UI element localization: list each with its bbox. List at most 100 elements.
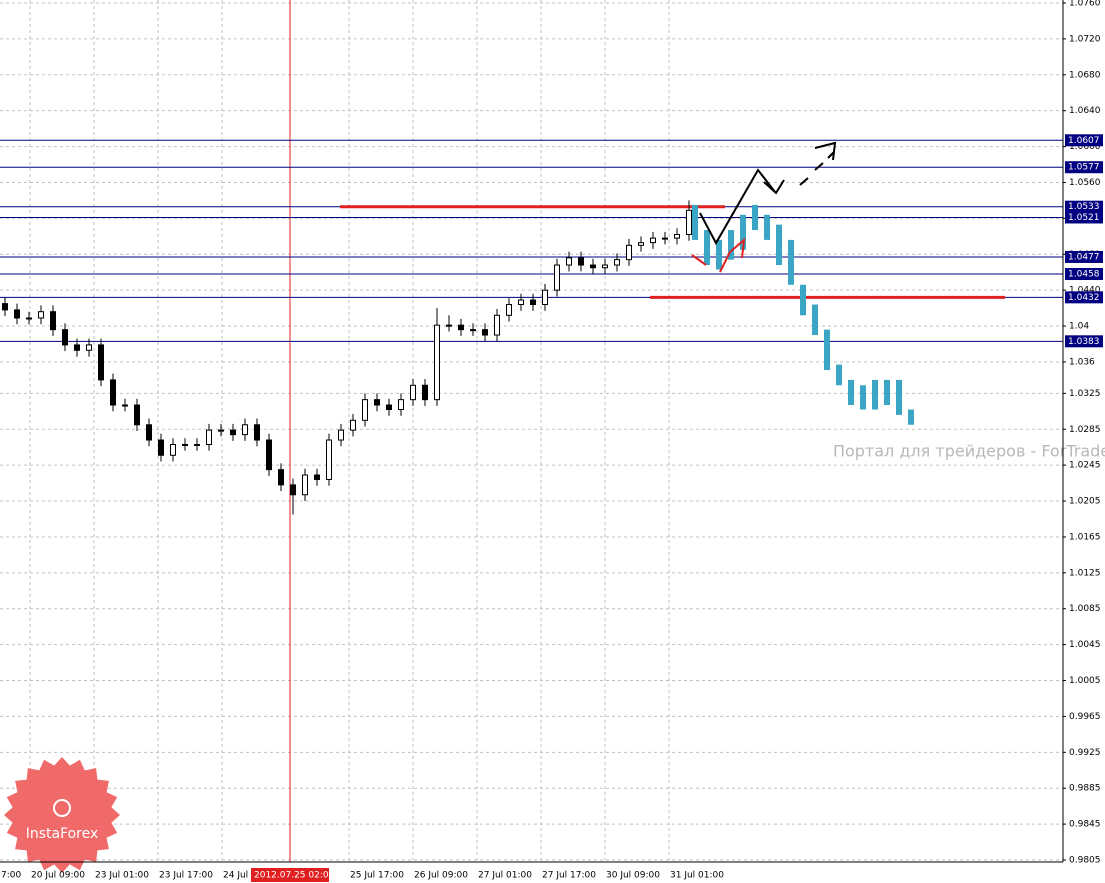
level-label: 1.0607: [1068, 136, 1100, 146]
level-label-box: [1065, 134, 1103, 147]
forecast-bar: [860, 385, 866, 410]
candle-body: [242, 424, 248, 436]
candle-body: [398, 399, 404, 411]
candle-body: [446, 324, 452, 327]
forecast-bar: [896, 379, 902, 415]
arrow-head: [814, 141, 837, 161]
y-tick-label: 0.9845: [1069, 820, 1101, 830]
y-tick-label: 1.0165: [1069, 532, 1101, 542]
forecast-bar: [812, 304, 818, 336]
candle-body: [26, 317, 32, 320]
x-tick-label: 30 Jul 09:00: [606, 871, 660, 881]
candle-body: [494, 314, 500, 336]
candle-body: [674, 234, 680, 239]
y-tick-label: 1.0245: [1069, 461, 1101, 471]
candle-body: [146, 424, 152, 441]
candle-body: [350, 419, 356, 431]
candle-body: [14, 309, 20, 319]
forecast-bar: [740, 214, 746, 250]
candle-body: [554, 264, 560, 291]
forecast-bar: [752, 204, 758, 231]
marks: [0, 139, 1063, 515]
candle-body: [98, 344, 104, 381]
candle-body: [626, 244, 632, 261]
level-label-box: [1065, 161, 1103, 174]
candle-body: [686, 209, 692, 236]
y-tick-label: 1.0125: [1069, 568, 1101, 578]
candle-body: [134, 404, 140, 426]
x-tick-label: 26 Jul 09:00: [414, 871, 468, 881]
candle-body: [542, 289, 548, 306]
watermark: Портал для трейдеров - ForTrader.ru: [833, 442, 1105, 461]
forecast-bar: [788, 239, 794, 285]
forecast-bar: [908, 409, 914, 425]
candle-body: [278, 469, 284, 486]
forecast-bar: [848, 379, 854, 406]
y-tick-label: 1.0325: [1069, 389, 1101, 399]
arrow-line: [699, 168, 776, 246]
level-label: 1.0432: [1068, 293, 1100, 303]
forecast-bar: [800, 284, 806, 316]
y-tick-label: 1.0600: [1069, 142, 1101, 152]
y-tick-label: 1.0005: [1069, 676, 1101, 686]
annotations: [691, 141, 837, 273]
candle-body: [422, 384, 428, 401]
red-arrow: [691, 237, 746, 273]
candle-body: [158, 439, 164, 456]
candle-body: [566, 257, 572, 266]
y-tick-label: 1.036: [1069, 357, 1095, 367]
y-tick-label: 1.04: [1069, 322, 1089, 332]
time-marker-box: [251, 868, 329, 882]
candle-body: [218, 429, 224, 432]
forecast-bar: [692, 204, 698, 240]
candle-body: [590, 264, 596, 269]
level-label-box: [1065, 291, 1103, 304]
candle-body: [86, 344, 92, 351]
grid: [0, 0, 1063, 862]
y-tick-label: 1.0720: [1069, 34, 1101, 44]
candle-body: [326, 439, 332, 481]
candle-body: [230, 429, 236, 436]
candle-body: [122, 404, 128, 407]
candle-body: [386, 404, 392, 411]
y-tick-label: 1.0045: [1069, 640, 1101, 650]
candle-body: [614, 259, 620, 266]
x-tick-label: 27 Jul 17:00: [542, 871, 596, 881]
forecast-bar: [704, 230, 710, 266]
forecast-bar: [716, 239, 722, 270]
y-tick-label: 1.0085: [1069, 604, 1101, 614]
candle-body: [62, 329, 68, 346]
forecast-bar: [776, 224, 782, 266]
level-label-box: [1065, 250, 1103, 263]
candle-body: [470, 329, 476, 332]
candle-body: [602, 264, 608, 269]
x-tick-label: 23 Jul 01:00: [95, 871, 149, 881]
y-tick-label: 0.9925: [1069, 748, 1101, 758]
level-label-box: [1065, 211, 1103, 224]
candle-body: [206, 429, 212, 446]
x-tick-label: 23 Jul 17:00: [159, 871, 213, 881]
level-label-box: [1065, 200, 1103, 213]
candle-body: [662, 237, 668, 240]
level-label-box: [1065, 268, 1103, 281]
level-label: 1.0458: [1068, 270, 1100, 280]
y-tick-label: 1.0285: [1069, 425, 1101, 435]
candle-body: [254, 424, 260, 441]
candle-body: [410, 384, 416, 401]
time-marker-label: 2012.07.25 02:00: [254, 871, 335, 881]
candle-body: [302, 474, 308, 496]
candle-body: [38, 311, 44, 319]
candle-body: [194, 444, 200, 447]
forecast-bar: [884, 379, 890, 406]
forecast-bar: [728, 230, 734, 260]
x-tick-label: 24 Jul: [223, 871, 248, 881]
level-label: 1.0533: [1068, 202, 1100, 212]
y-tick-label: 0.9965: [1069, 712, 1101, 722]
y-tick-label: 0.9885: [1069, 784, 1101, 794]
candle-body: [74, 344, 80, 351]
y-tick-label: 1.0440: [1069, 286, 1101, 296]
candle-body: [266, 439, 272, 471]
y-tick-label: 1.0680: [1069, 70, 1101, 80]
